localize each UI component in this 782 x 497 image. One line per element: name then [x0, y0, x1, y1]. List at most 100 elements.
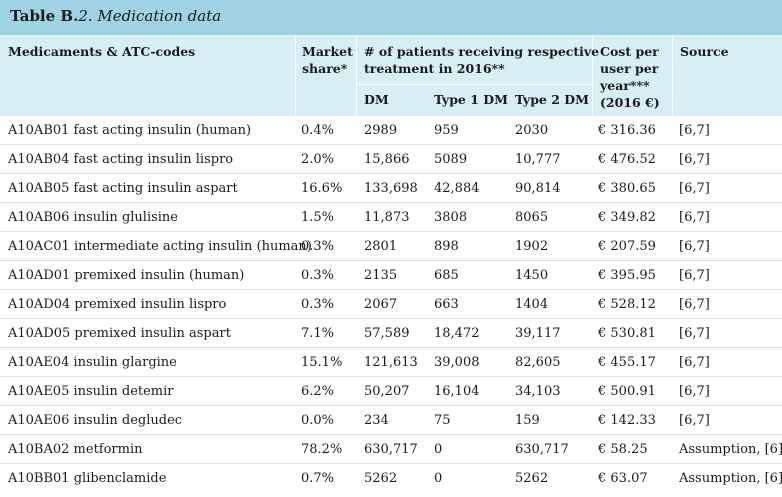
cell-share: 2.0% — [301, 152, 335, 167]
table-row: A10AB05 fast acting insulin aspart 16.6%… — [0, 174, 782, 203]
cell-source: [6,7] — [679, 268, 710, 283]
cell-medicament: A10AB04 fast acting insulin lispro — [8, 152, 234, 167]
table-row: A10AD04 premixed insulin lispro 0.3% 206… — [0, 290, 782, 319]
cell-dm: 234 — [364, 413, 389, 428]
cell-dm: 57,589 — [364, 326, 410, 341]
cell-medicament: A10AD01 premixed insulin (human) — [8, 268, 245, 283]
table-row: A10AB06 insulin glulisine 1.5% 11,873 38… — [0, 203, 782, 232]
cell-type1: 0 — [434, 471, 443, 486]
cell-share: 15.1% — [301, 355, 343, 370]
cell-share: 0.3% — [301, 268, 335, 283]
table-row: A10AD05 premixed insulin aspart 7.1% 57,… — [0, 319, 782, 348]
cell-medicament: A10AB06 insulin glulisine — [8, 210, 179, 225]
cell-dm: 133,698 — [364, 181, 418, 196]
cell-share: 0.0% — [301, 413, 335, 428]
cell-cost: € 530.81 — [598, 326, 656, 341]
header-type2: Type 2 DM — [515, 92, 589, 107]
cell-source: [6,7] — [679, 355, 710, 370]
cell-type2: 82,605 — [515, 355, 561, 370]
cell-dm: 2801 — [364, 239, 398, 254]
header-cost-line1: Cost per — [600, 44, 659, 59]
cell-source: [6,7] — [679, 413, 710, 428]
header-source: Source — [680, 44, 729, 59]
cell-type1: 75 — [434, 413, 451, 428]
cell-share: 0.7% — [301, 471, 335, 486]
cell-share: 0.4% — [301, 123, 335, 138]
cell-type1: 0 — [434, 442, 443, 457]
cell-cost: € 207.59 — [598, 239, 656, 254]
table-row: A10AB01 fast acting insulin (human) 0.4%… — [0, 116, 782, 145]
header-patients-line1: # of patients receiving respective — [364, 44, 600, 59]
cell-type2: 1404 — [515, 297, 549, 312]
cell-cost: € 380.65 — [598, 181, 656, 196]
cell-medicament: A10BA02 metformin — [8, 442, 143, 457]
cell-medicament: A10AB01 fast acting insulin (human) — [8, 123, 252, 138]
cell-type2: 159 — [515, 413, 540, 428]
cell-medicament: A10AE05 insulin detemir — [8, 384, 174, 399]
cell-medicament: A10AC01 intermediate acting insulin (hum… — [8, 239, 312, 254]
cell-share: 0.3% — [301, 297, 335, 312]
cell-source: Assumption, [6] — [679, 442, 782, 457]
cell-dm: 2989 — [364, 123, 398, 138]
table-row: A10AE05 insulin detemir 6.2% 50,207 16,1… — [0, 377, 782, 406]
header-cost-line4: (2016 €) — [600, 95, 660, 110]
header-cost-line3: year*** — [600, 78, 650, 93]
cell-type1: 16,104 — [434, 384, 480, 399]
cell-medicament: A10AE06 insulin degludec — [8, 413, 183, 428]
cell-medicament: A10AE04 insulin glargine — [8, 355, 177, 370]
cell-source: [6,7] — [679, 297, 710, 312]
caption-title: 2. Medication data — [78, 7, 222, 25]
cell-medicament: A10AD05 premixed insulin aspart — [8, 326, 231, 341]
table-row: A10AC01 intermediate acting insulin (hum… — [0, 232, 782, 261]
cell-cost: € 58.25 — [598, 442, 648, 457]
cell-type1: 898 — [434, 239, 459, 254]
cell-type2: 90,814 — [515, 181, 561, 196]
cell-type2: 1902 — [515, 239, 549, 254]
cell-share: 7.1% — [301, 326, 335, 341]
cell-type2: 8065 — [515, 210, 549, 225]
cell-type2: 34,103 — [515, 384, 561, 399]
table-row: A10BA02 metformin 78.2% 630,717 0 630,71… — [0, 435, 782, 464]
cell-source: [6,7] — [679, 123, 710, 138]
table-row: A10AE06 insulin degludec 0.0% 234 75 159… — [0, 406, 782, 435]
cell-type1: 685 — [434, 268, 459, 283]
cell-source: Assumption, [6] — [679, 471, 782, 486]
cell-dm: 2067 — [364, 297, 398, 312]
cell-type2: 2030 — [515, 123, 549, 138]
cell-cost: € 63.07 — [598, 471, 648, 486]
header-medicaments: Medicaments & ATC-codes — [8, 44, 196, 59]
cell-cost: € 528.12 — [598, 297, 656, 312]
header-dm: DM — [364, 92, 389, 107]
cell-dm: 121,613 — [364, 355, 418, 370]
cell-cost: € 500.91 — [598, 384, 656, 399]
cell-type2: 1450 — [515, 268, 549, 283]
header-cost-line2: user per — [600, 61, 659, 76]
cell-dm: 5262 — [364, 471, 398, 486]
cell-type1: 18,472 — [434, 326, 480, 341]
cell-source: [6,7] — [679, 326, 710, 341]
cell-cost: € 316.36 — [598, 123, 656, 138]
cell-type1: 663 — [434, 297, 459, 312]
cell-dm: 2135 — [364, 268, 398, 283]
cell-type1: 959 — [434, 123, 459, 138]
cell-source: [6,7] — [679, 210, 710, 225]
cell-dm: 630,717 — [364, 442, 418, 457]
cell-dm: 15,866 — [364, 152, 410, 167]
table-row: A10BB01 glibenclamide 0.7% 5262 0 5262 €… — [0, 464, 782, 493]
cell-medicament: A10BB01 glibenclamide — [8, 471, 167, 486]
cell-cost: € 142.33 — [598, 413, 656, 428]
cell-share: 0.3% — [301, 239, 335, 254]
cell-type1: 5089 — [434, 152, 468, 167]
cell-type1: 3808 — [434, 210, 468, 225]
cell-dm: 50,207 — [364, 384, 410, 399]
cell-medicament: A10AB05 fast acting insulin aspart — [8, 181, 238, 196]
cell-cost: € 349.82 — [598, 210, 656, 225]
cell-share: 16.6% — [301, 181, 343, 196]
cell-cost: € 395.95 — [598, 268, 656, 283]
cell-type2: 5262 — [515, 471, 549, 486]
cell-type1: 42,884 — [434, 181, 480, 196]
cell-source: [6,7] — [679, 152, 710, 167]
cell-dm: 11,873 — [364, 210, 410, 225]
caption-label: Table B. — [10, 7, 79, 25]
